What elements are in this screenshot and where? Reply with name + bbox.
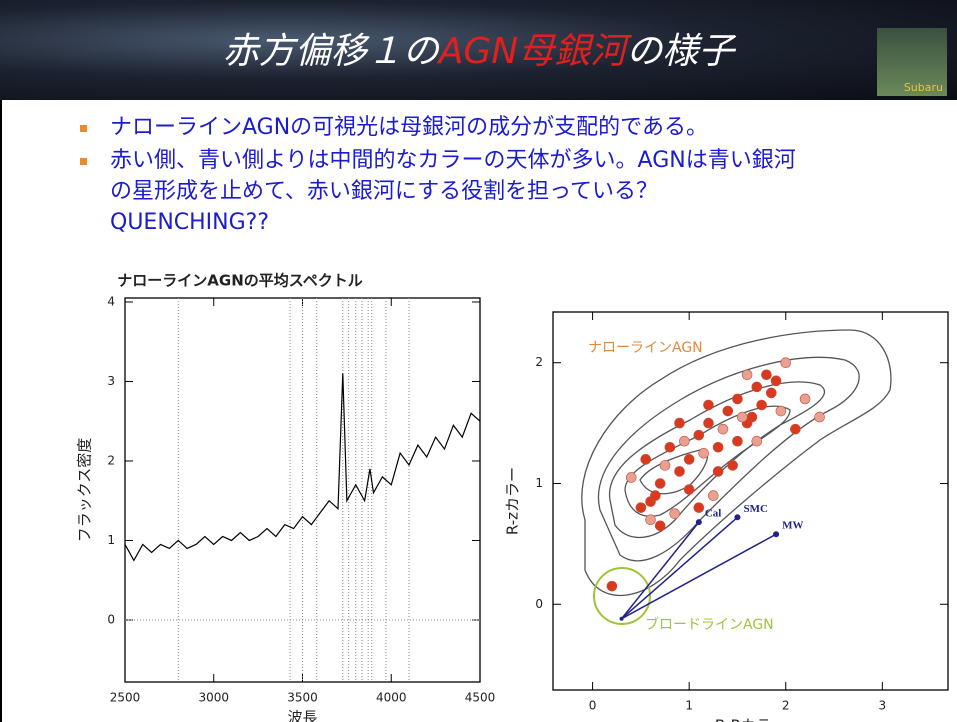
point (771, 376, 781, 386)
point (766, 388, 776, 398)
slide: 赤方偏移１のAGN母銀河の様子 Subaru ナローラインAGNの可視光は母銀河… (0, 0, 957, 722)
x-tick-label: 2 (782, 699, 790, 713)
point (761, 370, 771, 380)
point (641, 454, 651, 464)
point (679, 436, 689, 446)
x-tick-label: 3500 (287, 691, 318, 705)
point (684, 454, 694, 464)
y-tick-label: 1 (107, 533, 115, 547)
y-tick-label: 3 (107, 374, 115, 388)
x-axis-label: 波長 (287, 709, 317, 722)
point (757, 400, 767, 410)
point (747, 412, 757, 422)
point (703, 400, 713, 410)
x-tick-label: 3 (879, 699, 887, 713)
vector-head (773, 531, 779, 537)
point (800, 394, 810, 404)
x-tick-label: 2500 (110, 691, 141, 705)
point (636, 503, 646, 513)
point (650, 491, 660, 501)
point (752, 382, 762, 392)
point (728, 460, 738, 470)
point (694, 503, 704, 513)
vector (622, 517, 738, 618)
y-tick-label: 0 (535, 597, 543, 611)
chart-title: ナローラインAGNの平均スペクトル (117, 272, 362, 290)
point (815, 412, 825, 422)
point (781, 358, 791, 368)
point (655, 478, 665, 488)
vector-head (734, 514, 740, 520)
y-axis-label: R-zカラー (504, 467, 522, 535)
x-tick-label: 1 (685, 699, 693, 713)
point (742, 370, 752, 380)
point (675, 418, 685, 428)
point (790, 424, 800, 434)
point (708, 491, 718, 501)
y-tick-label: 4 (107, 294, 115, 308)
x-tick-label: 0 (589, 699, 597, 713)
vector (622, 534, 777, 619)
x-axis-label: B-Rカラー (715, 717, 786, 722)
y-tick-label: 1 (535, 476, 543, 490)
point (660, 460, 670, 470)
vector-head (696, 519, 702, 525)
point (713, 442, 723, 452)
vector-label: MW (782, 520, 803, 532)
point (694, 430, 704, 440)
y-axis-label: フラックス密度 (76, 438, 94, 543)
point (713, 466, 723, 476)
point (737, 412, 747, 422)
point (684, 485, 694, 495)
point (675, 466, 685, 476)
point (665, 442, 675, 452)
point (732, 394, 742, 404)
point (655, 521, 665, 531)
x-tick-label: 3000 (198, 691, 229, 705)
point (646, 515, 656, 525)
point (718, 424, 728, 434)
y-tick-label: 2 (107, 453, 115, 467)
x-tick-label: 4000 (376, 691, 407, 705)
point (699, 448, 709, 458)
annotation: ナローラインAGN (588, 340, 703, 356)
point (752, 436, 762, 446)
annotation: ブロードラインAGN (645, 616, 774, 633)
point (776, 406, 786, 416)
point (703, 418, 713, 428)
point (732, 436, 742, 446)
point (670, 509, 680, 519)
vector-label: Cal (705, 508, 722, 520)
point (723, 406, 733, 416)
charts: 2500 3000 3500 4000 4500 0 1 2 3 4 波長 フラックス密度 ナローライン… (0, 0, 957, 722)
point (626, 472, 636, 482)
y-tick-label: 2 (535, 355, 543, 369)
x-tick-label: 4500 (465, 691, 496, 705)
point (607, 581, 617, 591)
y-tick-label: 0 (107, 612, 115, 626)
vector-label: SMC (743, 503, 768, 515)
